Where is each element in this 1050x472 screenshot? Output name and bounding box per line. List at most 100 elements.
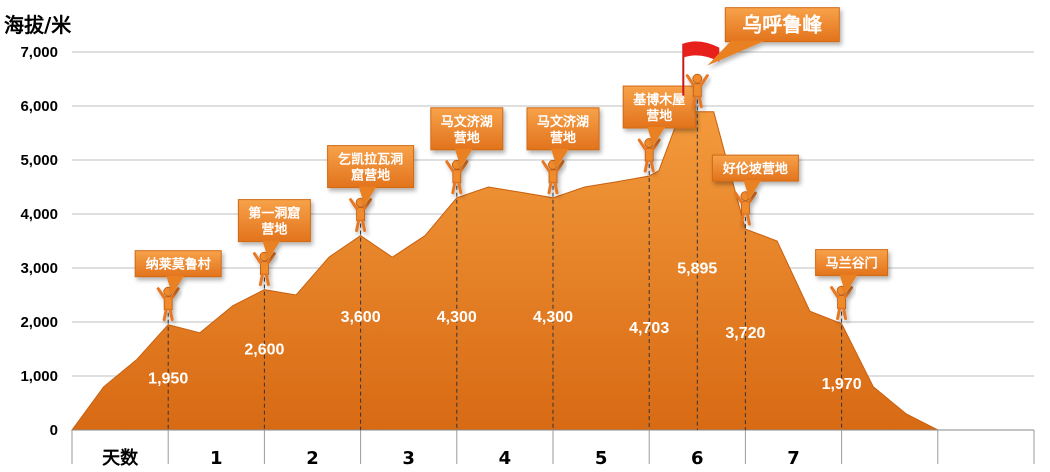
callout-pointer <box>743 180 762 200</box>
arms <box>733 191 757 204</box>
callout-text: 马文济湖 <box>537 114 589 130</box>
y-tick-label: 1,000 <box>20 368 58 385</box>
y-tick-label: 2,000 <box>20 314 58 331</box>
callout-text: 纳莱莫鲁村 <box>146 257 211 273</box>
callout-text: 窟营地 <box>351 168 390 184</box>
legs <box>691 95 703 109</box>
x-tick-label: 7 <box>787 448 800 469</box>
callout-text: 马兰谷门 <box>826 256 878 272</box>
callout-text: 营地 <box>261 222 287 238</box>
arms <box>252 252 276 265</box>
callout-text: 好伦坡营地 <box>722 161 788 177</box>
hiker-icon <box>830 285 854 321</box>
callout-box <box>430 107 504 151</box>
callout-pointer <box>707 40 766 66</box>
arms <box>685 74 709 87</box>
x-tick-label: 6 <box>691 448 704 469</box>
head <box>692 73 703 84</box>
callout-pointer <box>358 186 377 206</box>
callout-text: 乞凯拉瓦洞 <box>338 152 403 168</box>
x-tick-label: 1 <box>210 448 223 469</box>
callout-pointer <box>166 275 185 295</box>
hiker-icon <box>252 251 276 287</box>
data-value-label: 3,720 <box>725 325 765 342</box>
site-callout: 好伦坡营地 <box>711 154 799 200</box>
body <box>260 261 269 275</box>
body <box>644 147 654 162</box>
data-value-label: 1,970 <box>822 376 862 393</box>
area-layer <box>71 111 939 431</box>
site-callout: 纳莱莫鲁村 <box>134 250 222 295</box>
y-tick-label: 5,000 <box>20 152 58 169</box>
data-value-label: 2,600 <box>244 341 284 358</box>
x-tick-label: 4 <box>499 448 512 469</box>
x-tick-label: 5 <box>595 448 608 469</box>
legs <box>162 308 174 322</box>
arms <box>156 287 180 300</box>
callout-text: 乌呼鲁峰 <box>742 13 822 37</box>
data-value-label: 4,300 <box>533 309 573 326</box>
legs <box>836 307 848 321</box>
body <box>452 169 462 184</box>
arms <box>349 198 373 211</box>
arms <box>830 286 854 299</box>
callout-box <box>134 250 222 278</box>
callout-text: 马文济湖 <box>441 114 493 130</box>
y-tick-label: 3,000 <box>20 260 58 277</box>
data-value-label: 4,300 <box>437 309 477 326</box>
callout-pointer <box>551 148 569 168</box>
hiker-icon <box>637 138 661 173</box>
body <box>356 207 365 221</box>
body <box>692 83 702 98</box>
arms <box>541 160 565 173</box>
callout-text: 第一洞窟 <box>248 206 300 222</box>
y-tick-label: 6,000 <box>20 98 58 115</box>
legs <box>643 159 655 173</box>
x-tick-label: 2 <box>306 448 319 469</box>
callout-text: 营地 <box>454 130 480 146</box>
data-value-label: 4,703 <box>629 320 669 337</box>
body <box>741 200 750 215</box>
callout-text: 基博木屋 <box>632 92 685 108</box>
callout-pointer <box>647 127 666 147</box>
arms <box>637 138 661 151</box>
data-value-label: 5,895 <box>677 260 717 277</box>
arms <box>445 160 469 173</box>
callout-text: 营地 <box>646 108 672 124</box>
y-tick-label: 7,000 <box>20 44 58 61</box>
callout-pointer <box>262 240 281 260</box>
hiker-icon <box>445 159 469 195</box>
body <box>837 295 846 310</box>
site-callout: 乌呼鲁峰 <box>707 7 840 66</box>
elevation-area <box>71 111 939 431</box>
callout-pointer <box>839 274 858 294</box>
legs <box>739 212 751 226</box>
body <box>163 296 173 311</box>
legs <box>547 181 559 195</box>
legs <box>258 273 270 287</box>
site-callout: 马兰谷门 <box>815 249 889 294</box>
data-value-label: 3,600 <box>341 309 381 326</box>
callout-pointer <box>454 148 473 168</box>
y-tick-label: 4,000 <box>20 206 58 223</box>
x-tick-label: 天数 <box>102 447 139 469</box>
callout-box <box>724 7 840 43</box>
y-tick-label: 0 <box>50 422 58 439</box>
callout-box <box>815 249 889 277</box>
axes: 0 1,000 2,000 3,000 4,000 5,000 6,000 7,000 天数 1 2… <box>20 44 1035 469</box>
body <box>548 169 558 184</box>
data-value-label: 1,950 <box>148 371 188 388</box>
x-tick-label: 3 <box>402 448 415 469</box>
callout-box <box>327 145 415 189</box>
callout-box <box>711 154 799 182</box>
legs <box>355 219 367 233</box>
callout-text: 营地 <box>550 130 576 146</box>
callout-box <box>237 199 311 243</box>
hiker-icon <box>156 286 180 322</box>
